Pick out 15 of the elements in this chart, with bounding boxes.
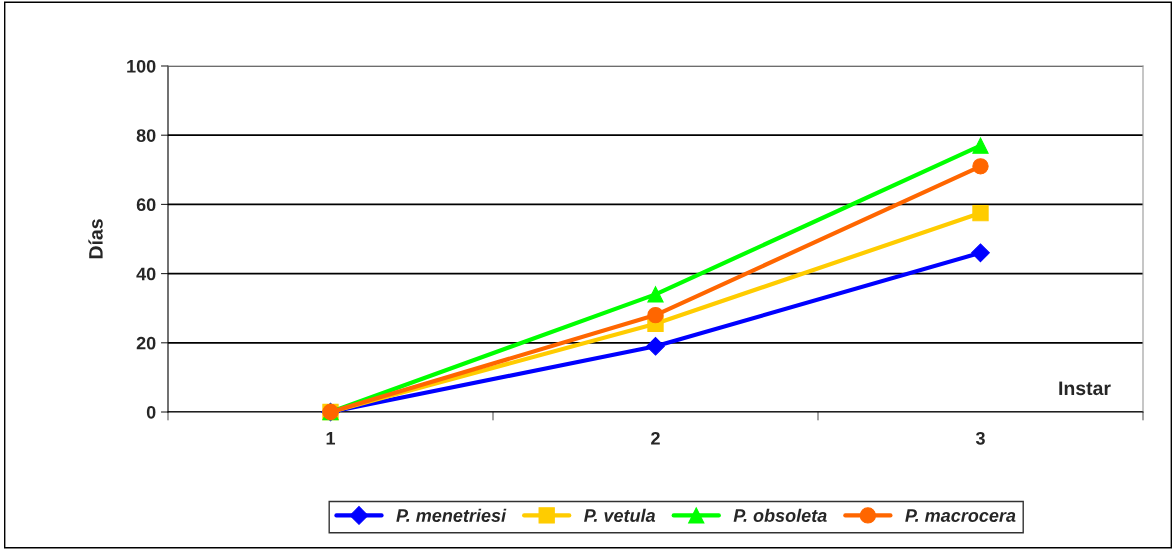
legend-label: P. obsoleta xyxy=(733,508,827,522)
y-tick-label: 100 xyxy=(127,59,156,73)
legend-label: P. vetula xyxy=(584,508,656,522)
x-axis-title: Instar xyxy=(1059,381,1111,396)
y-tick-label: 0 xyxy=(146,405,156,419)
y-tick-label: 80 xyxy=(136,129,156,142)
y-axis-title: Días xyxy=(88,219,103,259)
legend-label: P. menetriesi xyxy=(396,508,507,522)
y-tick-label: 60 xyxy=(136,198,156,212)
x-tick-label: 2 xyxy=(651,431,660,445)
y-tick-label: 20 xyxy=(136,336,156,350)
x-tick-label: 3 xyxy=(975,431,985,445)
legend-label: P. macrocera xyxy=(905,509,1016,522)
x-tick-label: 1 xyxy=(326,432,336,445)
y-tick-label: 40 xyxy=(136,267,156,281)
